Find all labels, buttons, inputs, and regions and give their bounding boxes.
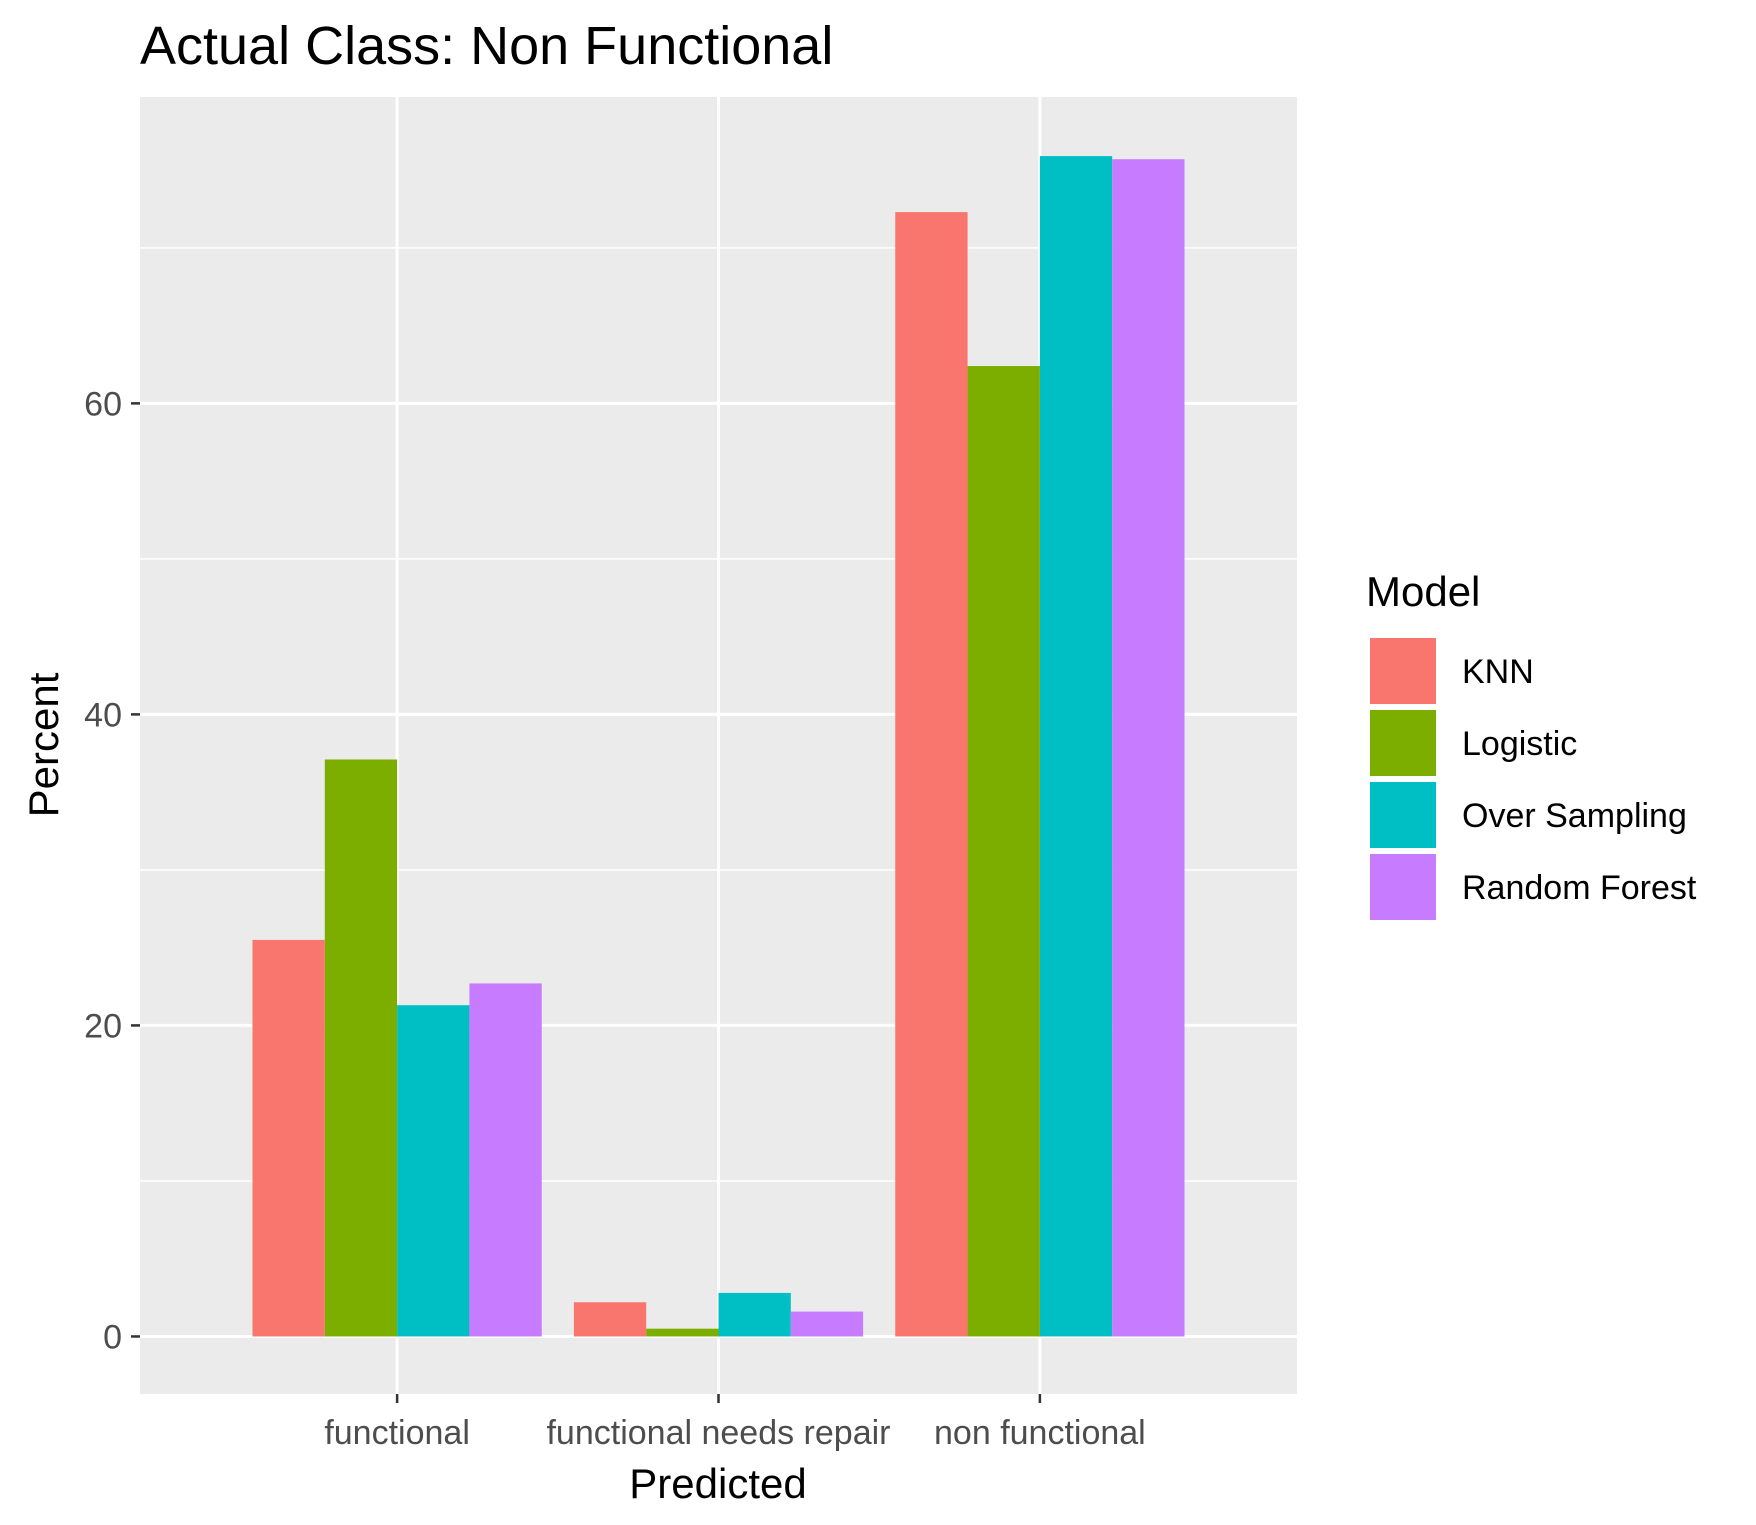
legend: Model KNN Logistic Over Sampling Random For… xyxy=(1366,568,1697,920)
bar xyxy=(573,1302,647,1337)
y-tick-label: 20 xyxy=(84,1007,122,1045)
y-axis: 0 20 40 60 xyxy=(84,385,140,1356)
legend-swatch xyxy=(1370,782,1436,848)
bar xyxy=(646,1328,719,1337)
bar xyxy=(397,1005,470,1337)
legend-label: Logistic xyxy=(1462,725,1577,763)
chart-title: Actual Class: Non Functional xyxy=(140,16,833,76)
bar xyxy=(895,212,968,1337)
y-tick-label: 0 xyxy=(103,1318,122,1356)
bar xyxy=(790,1311,864,1337)
bar xyxy=(1112,159,1185,1337)
bar xyxy=(252,939,325,1337)
legend-swatch xyxy=(1370,710,1436,776)
legend-swatch xyxy=(1370,854,1436,920)
bar xyxy=(718,1292,791,1337)
bar xyxy=(967,366,1040,1337)
legend-title: Model xyxy=(1366,568,1480,615)
x-tick-label: functional xyxy=(324,1414,470,1452)
x-tick-label: functional needs repair xyxy=(546,1414,890,1452)
x-axis-title: Predicted xyxy=(629,1460,806,1507)
bars xyxy=(252,156,1185,1337)
y-axis-title: Percent xyxy=(20,672,67,817)
x-tick-label: non functional xyxy=(934,1414,1146,1452)
y-tick-label: 60 xyxy=(84,385,122,423)
bar xyxy=(324,759,398,1337)
bar xyxy=(469,983,542,1337)
x-axis: functional functional needs repair non fun… xyxy=(324,1394,1146,1452)
bar xyxy=(1039,156,1113,1337)
y-tick-label: 40 xyxy=(84,696,122,734)
legend-label: KNN xyxy=(1462,653,1534,691)
legend-label: Over Sampling xyxy=(1462,797,1687,835)
legend-label: Random Forest xyxy=(1462,869,1697,907)
legend-swatch xyxy=(1370,638,1436,704)
